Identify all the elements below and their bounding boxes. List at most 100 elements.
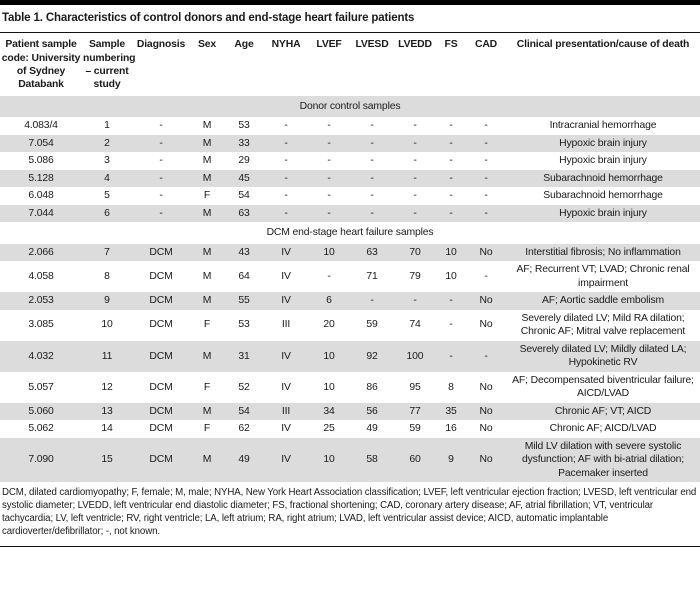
column-header: Diagnosis xyxy=(136,39,186,51)
table-cell: 13 xyxy=(101,405,113,417)
table-cell: 49 xyxy=(366,423,378,435)
table-cell: 63 xyxy=(238,207,250,219)
table-cell: M xyxy=(202,207,212,219)
column-header: Patient sample code: University of Sydne… xyxy=(1,39,81,91)
table-cell: - xyxy=(449,120,453,132)
table-cell: No xyxy=(479,454,493,466)
table-cell: 4.032 xyxy=(28,350,54,362)
table-cell: Hypoxic brain injury xyxy=(559,155,647,167)
top-black-rule xyxy=(0,0,700,5)
table-cell: Hypoxic brain injury xyxy=(559,207,647,219)
table-cell: - xyxy=(370,120,374,132)
table-cell: 31 xyxy=(238,350,250,362)
table-cell: 15 xyxy=(101,454,113,466)
table-cell: Severely dilated LV; Mild RA dilation; C… xyxy=(520,312,686,338)
table-cell: DCM xyxy=(149,295,173,307)
table-cell: F xyxy=(203,381,211,393)
table-cell: - xyxy=(484,172,488,184)
table-cell: 3 xyxy=(104,155,110,167)
table-cell: DCM xyxy=(149,381,173,393)
table-cell: 35 xyxy=(445,405,457,417)
table-cell: - xyxy=(327,155,331,167)
table-cell: - xyxy=(484,270,488,282)
table-cell: - xyxy=(449,295,453,307)
table-cell: M xyxy=(202,246,212,258)
table-cell: - xyxy=(284,155,288,167)
table-cell: 59 xyxy=(366,319,378,331)
table-cell: Mild LV dilation with severe systolic dy… xyxy=(521,440,685,479)
table-cell: 8 xyxy=(104,270,110,282)
table-cell: 8 xyxy=(448,381,454,393)
column-header: LVEDD xyxy=(398,39,432,51)
table-cell: M xyxy=(202,405,212,417)
table-cell: 54 xyxy=(238,405,250,417)
table-cell: 2 xyxy=(104,137,110,149)
table-cell: 14 xyxy=(101,423,113,435)
column-header: Sample numbering – current study xyxy=(83,39,136,91)
table-cell: - xyxy=(413,207,417,219)
table-cell: Intracranial hemorrhage xyxy=(549,120,657,132)
table-cell: M xyxy=(202,155,212,167)
table-cell: M xyxy=(202,120,212,132)
table-cell: 6 xyxy=(104,207,110,219)
table-cell: 49 xyxy=(238,454,250,466)
table-cell: - xyxy=(449,137,453,149)
table-cell: - xyxy=(449,172,453,184)
table-cell: - xyxy=(449,319,453,331)
table-cell: 43 xyxy=(238,246,250,258)
table-cell: Interstitial fibrosis; No inflammation xyxy=(525,246,681,258)
table-cell: 45 xyxy=(238,172,250,184)
table-cell: IV xyxy=(281,381,291,393)
column-header: LVEF xyxy=(316,39,342,51)
table-cell: 3.085 xyxy=(28,319,54,331)
table-cell: 64 xyxy=(238,270,250,282)
table-cell: - xyxy=(449,350,453,362)
paper-table-figure: Table 1. Characteristics of control dono… xyxy=(0,0,700,548)
table-row: 5.128 4 - M 45 - - - - - - Subarachnoid hemorrhage xyxy=(0,169,700,188)
table-row: 7.054 2 - M 33 - - - - - - Hypoxic brain injury xyxy=(0,134,700,153)
table-cell: IV xyxy=(281,423,291,435)
section-label: Donor control samples xyxy=(299,100,401,112)
table-cell: Severely dilated LV; Mildly dilated LA; … xyxy=(519,343,687,369)
table-cell: 2.053 xyxy=(28,295,54,307)
table-cell: - xyxy=(327,207,331,219)
table-cell: IV xyxy=(281,295,291,307)
table-cell: Subarachnoid hemorrhage xyxy=(543,190,663,202)
table-row: 2.066 7 DCM M 43 IV 10 63 70 10 No Interstitial fib… xyxy=(0,243,700,262)
table-cell: 10 xyxy=(323,454,335,466)
table-cell: - xyxy=(284,190,288,202)
table-row: 7.090 15 DCM M 49 IV 10 58 60 9 No Mild LV dilation… xyxy=(0,437,700,483)
section-label: DCM end-stage heart failure samples xyxy=(266,227,434,239)
table-cell: 79 xyxy=(409,270,421,282)
table-cell: AF; Decompensated biventricular failure;… xyxy=(512,374,694,400)
table-cell: 56 xyxy=(366,405,378,417)
table-cell: - xyxy=(327,270,331,282)
table-cell: - xyxy=(413,137,417,149)
table-cell: 16 xyxy=(445,423,457,435)
table-cell: IV xyxy=(281,350,291,362)
bottom-black-rule xyxy=(0,545,700,548)
table-header-row: Patient sample code: University of Sydne… xyxy=(0,33,700,95)
table-cell: 12 xyxy=(101,381,113,393)
table-cell: DCM xyxy=(149,405,173,417)
table-cell: - xyxy=(370,172,374,184)
table-cell: AF; Recurrent VT; LVAD; Chronic renal im… xyxy=(516,264,690,289)
table-cell: 25 xyxy=(323,423,335,435)
table-cell: Chronic AF; VT; AICD xyxy=(554,405,652,417)
column-header: Clinical presentation/cause of death xyxy=(516,39,690,51)
table-cell: 10 xyxy=(445,246,457,258)
table-cell: 77 xyxy=(409,405,421,417)
section-header-row: Donor control samples xyxy=(0,95,700,118)
table-cell: 5.057 xyxy=(28,381,54,393)
table-cell: No xyxy=(479,405,493,417)
table-cell: 53 xyxy=(238,120,250,132)
table-cell: 5.086 xyxy=(28,155,54,167)
table-cell: - xyxy=(413,155,417,167)
table-cell: - xyxy=(449,155,453,167)
table-cell: - xyxy=(484,155,488,167)
table-cell: DCM xyxy=(149,423,173,435)
table-cell: M xyxy=(202,350,212,362)
table-row: 3.085 10 DCM F 53 III 20 59 74 - No Severely dilate… xyxy=(0,310,700,341)
column-header: NYHA xyxy=(271,39,301,51)
table-cell: 29 xyxy=(238,155,250,167)
